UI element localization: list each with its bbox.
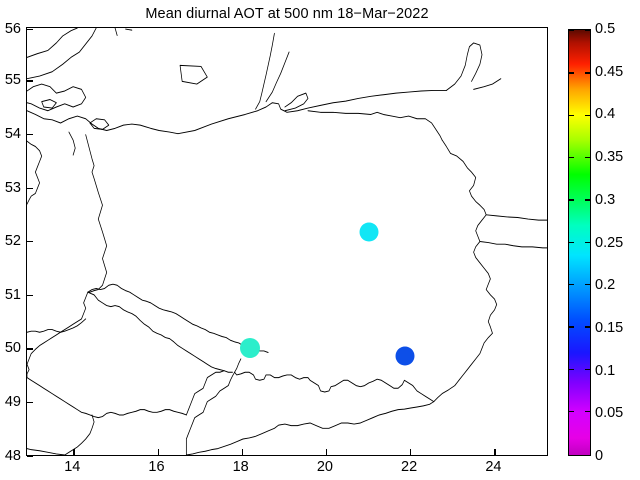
colorbar-label-0.25: 0.25 <box>595 234 624 251</box>
yticklabel-50: 50 <box>4 340 21 357</box>
xticklabel-24: 24 <box>485 459 502 475</box>
colorbar <box>568 29 591 456</box>
yticklabel-53: 53 <box>4 179 21 196</box>
cbtick-0.2-left <box>569 284 574 286</box>
yticklabel-52: 52 <box>4 233 21 250</box>
ytick-49 <box>27 402 33 404</box>
map-axes <box>26 27 548 457</box>
yticklabel-56: 56 <box>4 20 21 37</box>
colorbar-label-0: 0 <box>595 448 604 464</box>
ytick-54 <box>27 134 33 136</box>
cbtick-0.1-left <box>569 368 574 371</box>
yticklabel-51: 51 <box>4 286 21 303</box>
cbtick-0.25-left <box>569 241 574 243</box>
colorbar-label-0.15: 0.15 <box>595 319 624 336</box>
ytick-50 <box>27 348 33 350</box>
colorbar-label-0.1: 0.1 <box>595 362 616 379</box>
data-point-site-southwest[interactable] <box>240 337 260 358</box>
cbtick-0.3-right <box>585 199 590 201</box>
ytick-53 <box>27 187 33 189</box>
yticklabel-48: 48 <box>4 447 21 464</box>
cbtick-0.45-right <box>585 72 590 74</box>
xticklabel-16: 16 <box>148 459 165 475</box>
chart-title: Mean diurnal AOT at 500 nm 18−Mar−2022 <box>145 6 429 22</box>
xtick-16 <box>157 449 159 455</box>
yticklabel-54: 54 <box>4 126 21 142</box>
xtick-18 <box>241 449 243 455</box>
yticklabel-55: 55 <box>4 72 21 89</box>
ytick-52 <box>27 241 33 243</box>
colorbar-label-0.05: 0.05 <box>595 405 624 422</box>
cbtick-0.05-left <box>569 411 574 413</box>
data-point-site-southeast[interactable] <box>395 346 415 366</box>
ytick-56 <box>27 28 33 31</box>
colorbar-label-0.2: 0.2 <box>595 277 616 294</box>
cbtick-0.35-right <box>585 157 590 159</box>
colorbar-label-0.45: 0.45 <box>595 63 624 80</box>
cbtick-0.15-left <box>569 326 574 328</box>
cbtick-0.45-left <box>569 72 574 74</box>
cbtick-0.3-left <box>569 199 574 201</box>
cbtick-0.05-right <box>585 411 590 413</box>
cbtick-0.4-right <box>585 114 590 116</box>
ytick-51 <box>27 294 33 297</box>
cbtick-0.2-right <box>585 284 590 286</box>
ytick-55 <box>27 80 33 82</box>
colorbar-label-0.5: 0.5 <box>595 21 616 37</box>
yticklabel-49: 49 <box>4 394 21 410</box>
colorbar-label-0.3: 0.3 <box>595 191 616 208</box>
colorbar-label-0.4: 0.4 <box>595 106 616 123</box>
cbtick-0.4-left <box>569 114 574 116</box>
xticklabel-14: 14 <box>64 459 81 475</box>
xtick-20 <box>325 449 328 455</box>
cbtick-0.25-right <box>585 241 590 243</box>
xtick-24 <box>494 449 496 455</box>
cbtick-0.1-right <box>585 368 590 371</box>
xtick-14 <box>73 449 75 455</box>
cbtick-0.5-right <box>585 30 590 32</box>
colorbar-label-0.35: 0.35 <box>595 149 624 166</box>
cbtick-0.5-left <box>569 30 574 32</box>
cbtick-0.15-right <box>585 326 590 328</box>
xtick-22 <box>410 449 412 455</box>
map-basemap <box>27 28 547 455</box>
cbtick-0.35-left <box>569 157 574 159</box>
xticklabel-22: 22 <box>401 459 418 475</box>
xticklabel-18: 18 <box>232 459 249 475</box>
data-point-site-central[interactable] <box>359 222 379 242</box>
xticklabel-20: 20 <box>316 459 333 475</box>
ytick-48 <box>27 455 33 457</box>
colorbar-gradient <box>569 30 590 455</box>
